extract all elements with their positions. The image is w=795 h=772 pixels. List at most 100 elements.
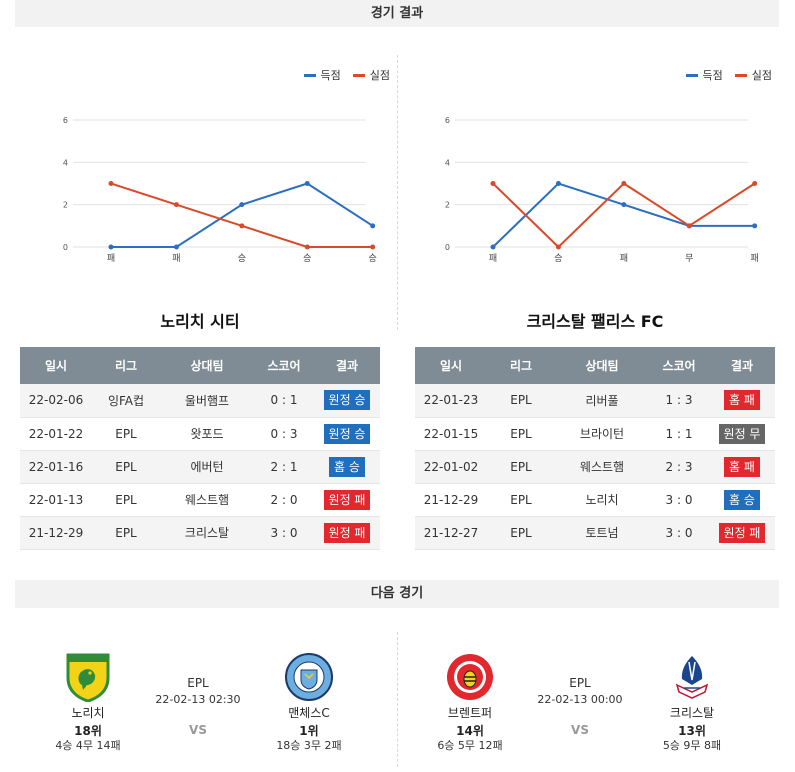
legend-conceded-label: 실점 [751, 69, 772, 82]
norwich-team-title: 노리치 시티 [160, 312, 240, 331]
crystal-chart: 득점 실점 0 2 4 6 패 승 패 무 패 [420, 55, 780, 280]
league-cell: EPL [487, 483, 555, 517]
legend-scored-swatch [685, 73, 698, 77]
home-team-rank: 14위 [456, 724, 484, 738]
conceded-point [370, 244, 376, 250]
match-vs: VS [571, 723, 589, 737]
legend-conceded-label: 실점 [369, 69, 390, 82]
x-tick-label: 패 [489, 253, 497, 264]
score-cell: 1 : 1 [649, 417, 709, 451]
table-row[interactable]: 22-01-13 EPL 웨스트햄 2 : 0 원정 패 [20, 483, 380, 517]
table-row[interactable]: 22-02-06 잉FA컵 울버햄프 0 : 1 원정 승 [20, 384, 380, 418]
score-cell: 3 : 0 [254, 516, 314, 550]
results-section-title: 경기 결과 [15, 0, 779, 27]
scored-point [370, 223, 376, 229]
column-header: 스코어 [649, 347, 709, 384]
x-tick-label: 승 [238, 253, 246, 264]
scored-point [304, 181, 310, 186]
table-header-row: 일시 리그 상대팀 스코어 결과 [20, 347, 380, 384]
conceded-point [621, 181, 627, 186]
table-row[interactable]: 22-01-15 EPL 브라이턴 1 : 1 원정 무 [415, 417, 775, 451]
date-cell: 22-01-16 [20, 450, 92, 484]
norwich-chart: 득점 실점 0 2 4 6 패 패 승 승 승 [38, 55, 398, 280]
conceded-series-line [110, 182, 373, 248]
column-header: 일시 [20, 347, 92, 384]
league-cell: EPL [92, 417, 160, 451]
conceded-point [555, 244, 561, 250]
column-header: 스코어 [254, 347, 314, 384]
brentford-crest-icon [447, 654, 493, 700]
table-row[interactable]: 22-01-02 EPL 웨스트햄 2 : 3 홈 패 [415, 450, 775, 484]
home-team-name: 브렌트퍼 [447, 706, 493, 720]
result-badge: 홈 패 [724, 390, 760, 411]
result-badge: 홈 승 [724, 489, 760, 510]
x-tick-label: 패 [620, 253, 628, 264]
opponent-cell: 왓포드 [160, 417, 254, 451]
table-row[interactable]: 21-12-27 EPL 토트넘 3 : 0 원정 패 [415, 516, 775, 550]
column-header: 일시 [415, 347, 487, 384]
next-match-1[interactable]: 노리치 18위 4승 4무 14패 EPL 22-02-13 02:30 VS … [20, 640, 380, 760]
scored-series-line [111, 182, 374, 248]
result-badge: 원정 패 [323, 522, 371, 543]
y-tick-label: 4 [63, 158, 68, 167]
x-tick-label: 승 [369, 253, 377, 264]
result-cell: 원정 패 [709, 516, 775, 550]
score-cell: 2 : 3 [649, 450, 709, 484]
match-datetime: 22-02-13 02:30 [155, 693, 241, 706]
date-cell: 22-01-02 [415, 450, 487, 484]
column-header: 리그 [487, 347, 555, 384]
column-header: 상대팀 [160, 347, 254, 384]
next-divider [397, 632, 398, 767]
x-tick-label: 무 [685, 253, 693, 264]
y-tick-label: 0 [63, 243, 68, 252]
legend-scored-label: 득점 [320, 69, 341, 82]
next-match-2[interactable]: 브렌트퍼 14위 6승 5무 12패 EPL 22-02-13 00:00 VS… [405, 640, 765, 760]
league-cell: EPL [487, 450, 555, 484]
date-cell: 22-02-06 [20, 384, 92, 418]
league-cell: EPL [487, 417, 555, 451]
score-cell: 3 : 0 [649, 516, 709, 550]
x-tick-label: 패 [751, 253, 759, 264]
result-cell: 원정 승 [314, 417, 380, 451]
y-tick-label: 4 [445, 158, 450, 167]
league-cell: 잉FA컵 [92, 384, 160, 418]
column-header: 리그 [92, 347, 160, 384]
results-divider [397, 55, 398, 330]
column-header: 결과 [314, 347, 380, 384]
conceded-point [173, 202, 179, 208]
league-cell: EPL [92, 483, 160, 517]
x-tick-label: 패 [172, 253, 180, 264]
result-badge: 원정 무 [718, 423, 766, 444]
norwich-crest-icon [66, 653, 110, 702]
opponent-cell: 토트넘 [555, 516, 649, 550]
y-tick-label: 2 [63, 201, 68, 210]
crystal-palace-crest-icon [675, 656, 709, 699]
legend-scored-label: 득점 [702, 69, 723, 82]
table-row[interactable]: 22-01-22 EPL 왓포드 0 : 3 원정 승 [20, 417, 380, 451]
result-badge: 원정 패 [323, 489, 371, 510]
table-row[interactable]: 21-12-29 EPL 노리치 3 : 0 홈 승 [415, 483, 775, 517]
home-team-rank: 18위 [74, 724, 102, 738]
date-cell: 21-12-29 [20, 516, 92, 550]
chart-legend: 득점 실점 [303, 67, 390, 83]
table-row[interactable]: 22-01-16 EPL 에버턴 2 : 1 홈 승 [20, 450, 380, 484]
league-cell: EPL [92, 450, 160, 484]
result-cell: 원정 패 [314, 483, 380, 517]
crystal-line-chart: 0 2 4 6 패 승 패 무 패 [445, 116, 759, 264]
column-header: 결과 [709, 347, 775, 384]
y-tick-label: 0 [445, 243, 450, 252]
date-cell: 22-01-15 [415, 417, 487, 451]
legend-conceded-swatch [352, 73, 365, 77]
x-tick-label: 패 [107, 253, 115, 264]
y-tick-label: 2 [445, 201, 450, 210]
table-row[interactable]: 22-01-23 EPL 리버풀 1 : 3 홈 패 [415, 384, 775, 418]
chart-legend: 득점 실점 [685, 67, 772, 83]
match-vs: VS [189, 723, 207, 737]
scored-point [239, 202, 245, 208]
conceded-point [108, 181, 114, 186]
league-cell: EPL [487, 384, 555, 418]
table-row[interactable]: 21-12-29 EPL 크리스탈 3 : 0 원정 패 [20, 516, 380, 550]
score-cell: 2 : 1 [254, 450, 314, 484]
crystal-team-title: 크리스탈 팰리스 FC [526, 312, 664, 331]
